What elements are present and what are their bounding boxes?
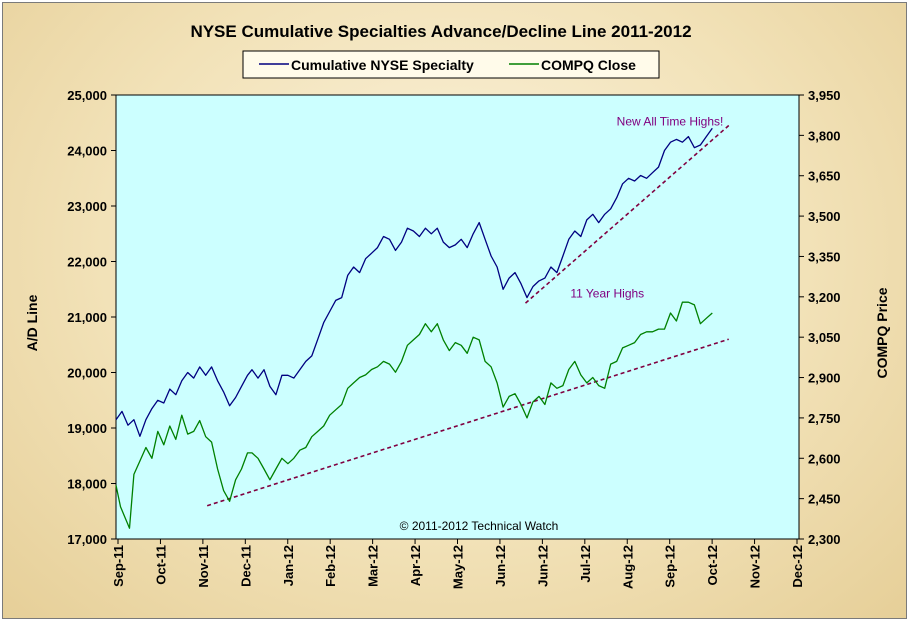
x-tick-label: Sep-11 [111, 545, 126, 587]
legend: Cumulative NYSE Specialty COMPQ Close [242, 50, 660, 79]
left-tick-label: 23,000 [67, 199, 107, 214]
left-axis: 17,000 18,000 19,000 20,000 21,000 22,000 23,0… [67, 88, 116, 547]
legend-label-ad-line: Cumulative NYSE Specialty [291, 57, 474, 73]
left-tick-label: 22,000 [67, 255, 107, 270]
left-tick-label: 18,000 [67, 477, 107, 492]
left-axis-title: A/D Line [24, 294, 40, 351]
x-tick-label: Jun-12 [493, 545, 508, 587]
right-tick-label: 3,950 [808, 88, 841, 103]
left-tick-label: 21,000 [67, 310, 107, 325]
right-axis: 2,300 2,450 2,600 2,750 2,900 3,050 3,200 3,350… [799, 88, 841, 547]
x-tick-label: Aug-12 [620, 545, 635, 589]
x-tick-label: Jul-12 [578, 545, 593, 583]
x-tick-label: Jan-12 [281, 545, 296, 586]
chart-title: NYSE Cumulative Specialties Advance/Decl… [190, 22, 691, 41]
left-tick-label: 25,000 [67, 88, 107, 103]
right-tick-label: 2,300 [808, 532, 841, 547]
trendlines [206, 124, 730, 507]
x-tick-label: Dec-11 [238, 545, 253, 587]
trendline [206, 338, 730, 507]
right-tick-label: 3,650 [808, 169, 841, 184]
x-tick-label: Oct-11 [153, 545, 168, 585]
legend-label-compq: COMPQ Close [541, 57, 636, 73]
x-tick-label: Nov-11 [196, 545, 211, 588]
left-tick-label: 20,000 [67, 366, 107, 381]
x-tick-label: Mar-12 [366, 545, 381, 587]
right-tick-label: 3,800 [808, 128, 841, 143]
right-tick-label: 2,900 [808, 371, 841, 386]
right-tick-label: 3,350 [808, 249, 841, 264]
right-tick-label: 3,050 [808, 330, 841, 345]
copyright-text: © 2011-2012 Technical Watch [400, 519, 559, 533]
chart-canvas: NYSE Cumulative Specialties Advance/Decl… [24, 22, 890, 589]
x-tick-label: Apr-12 [408, 545, 423, 586]
series-line-compq [115, 301, 713, 529]
x-axis: Sep-11 Oct-11 Nov-11 Dec-11 Jan-12 Feb-12 Mar-… [111, 539, 805, 589]
trendline [524, 124, 730, 304]
plot-area [115, 94, 800, 540]
right-tick-label: 2,450 [808, 492, 841, 507]
x-tick-label: Jun-12 [535, 545, 550, 587]
x-tick-label: May-12 [451, 545, 466, 589]
left-tick-label: 17,000 [67, 532, 107, 547]
annotations: New All Time Highs! 11 Year Highs [570, 115, 723, 301]
legend-box [242, 50, 660, 79]
x-tick-label: Dec-12 [790, 545, 805, 588]
left-tick-label: 24,000 [67, 144, 107, 159]
right-tick-label: 3,500 [808, 209, 841, 224]
left-tick-label: 19,000 [67, 421, 107, 436]
x-tick-label: Sep-12 [663, 545, 678, 588]
x-tick-label: Nov-12 [748, 545, 763, 588]
annotation-label: 11 Year Highs [570, 287, 644, 301]
series-line-ad-line [115, 127, 713, 437]
right-tick-label: 3,200 [808, 290, 841, 305]
x-tick-label: Oct-12 [705, 545, 720, 585]
right-tick-label: 2,750 [808, 411, 841, 426]
right-tick-label: 2,600 [808, 451, 841, 466]
right-axis-title: COMPQ Price [874, 287, 890, 378]
x-tick-label: Feb-12 [323, 545, 338, 587]
annotation-label: New All Time Highs! [617, 115, 724, 129]
series-layer [115, 127, 713, 529]
